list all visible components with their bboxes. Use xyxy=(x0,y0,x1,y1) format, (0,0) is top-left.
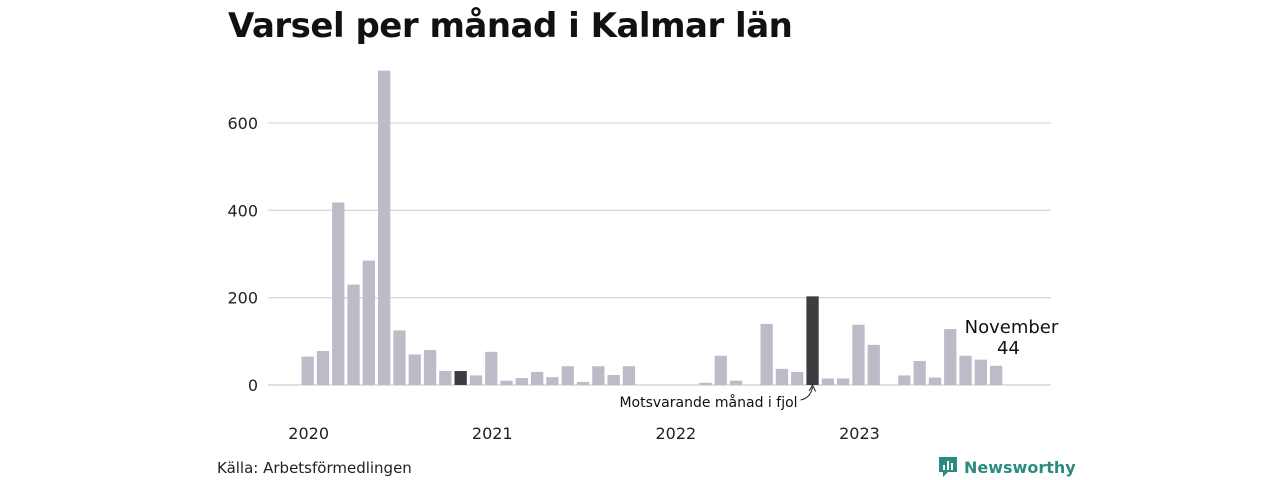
x-year-label: 2021 xyxy=(472,424,513,443)
bar xyxy=(347,284,360,385)
source-label: Källa: Arbetsförmedlingen xyxy=(217,459,412,477)
bar xyxy=(561,366,574,385)
x-year-label: 2020 xyxy=(288,424,329,443)
newsworthy-logo-icon xyxy=(939,457,957,477)
bar xyxy=(378,70,391,385)
bar xyxy=(944,329,957,385)
annotation-label: Motsvarande månad i fjol xyxy=(619,394,797,411)
bar xyxy=(393,330,406,385)
brand[interactable]: Newsworthy xyxy=(938,456,1076,478)
bar xyxy=(469,375,483,385)
bar xyxy=(500,380,513,385)
bar xyxy=(990,365,1003,385)
bar xyxy=(959,355,972,385)
bar xyxy=(760,323,773,385)
bars xyxy=(301,70,1003,385)
current-value-label: 44 xyxy=(997,338,1020,359)
bar xyxy=(423,350,437,385)
bar xyxy=(546,377,559,385)
bar xyxy=(821,378,834,385)
annotation-arrow xyxy=(800,386,814,401)
bar xyxy=(515,378,528,385)
x-year-label: 2022 xyxy=(655,424,696,443)
bar xyxy=(913,360,926,385)
x-year-label: 2023 xyxy=(839,424,880,443)
bar xyxy=(729,380,743,385)
brand-name: Newsworthy xyxy=(964,457,1076,477)
chart-title: Varsel per månad i Kalmar län xyxy=(228,6,793,46)
bar xyxy=(485,351,498,385)
bar xyxy=(439,371,452,385)
bar xyxy=(531,371,544,385)
bar xyxy=(592,366,605,385)
bar xyxy=(852,324,865,385)
y-tick-label: 200 xyxy=(227,289,258,308)
bar xyxy=(316,350,330,385)
bar xyxy=(974,359,987,385)
bar xyxy=(332,202,345,385)
bar xyxy=(699,382,712,385)
bar xyxy=(867,344,880,385)
current-month-label: November xyxy=(965,317,1059,338)
bar xyxy=(607,374,620,385)
bar xyxy=(714,355,727,385)
bar xyxy=(408,354,421,385)
y-tick-label: 0 xyxy=(248,376,258,395)
annotation-arrowhead xyxy=(808,383,817,392)
bar xyxy=(775,368,789,385)
bar xyxy=(622,366,636,385)
bar xyxy=(576,381,590,385)
y-tick-label: 600 xyxy=(227,114,258,133)
bar xyxy=(791,371,804,385)
bar xyxy=(928,377,942,385)
bar xyxy=(837,378,850,385)
bar-highlight xyxy=(454,371,467,385)
bar xyxy=(898,375,911,385)
y-tick-label: 400 xyxy=(227,201,258,220)
bar-highlight xyxy=(806,296,819,385)
bar xyxy=(301,356,314,385)
bar xyxy=(362,260,375,385)
